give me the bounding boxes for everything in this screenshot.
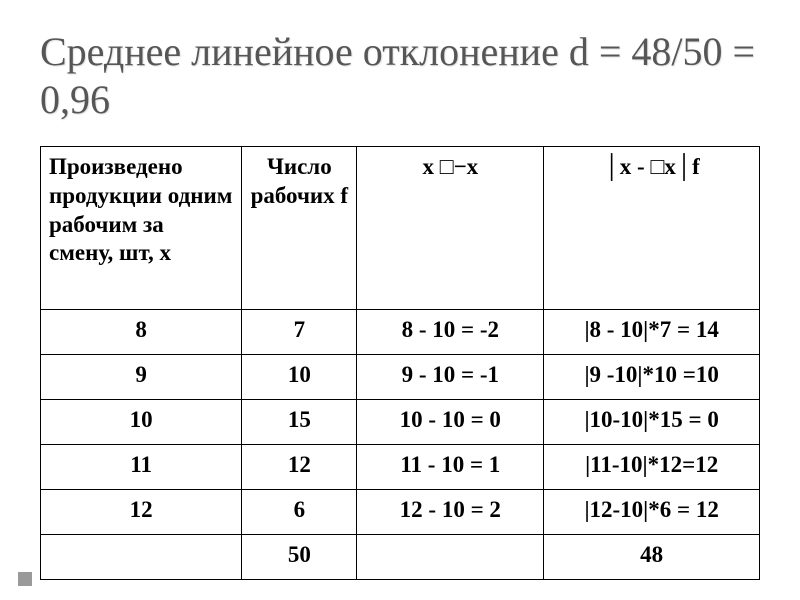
cell: 11 - 10 = 1 <box>357 445 544 490</box>
header-cell-3: │x - □x│f <box>544 147 760 310</box>
slide-title: Среднее линейное отклонение d = 48/50 = … <box>40 28 760 124</box>
table-row: 12 6 12 - 10 = 2 |12-10|*6 = 12 <box>41 490 760 535</box>
cell: 48 <box>544 535 760 580</box>
cell: 10 <box>41 400 242 445</box>
table-row: 10 15 10 - 10 = 0 |10-10|*15 = 0 <box>41 400 760 445</box>
data-table: Произведено продукции одним рабочим за с… <box>40 146 760 580</box>
cell: 8 <box>41 310 242 355</box>
cell: |8 - 10|*7 = 14 <box>544 310 760 355</box>
header-cell-0: Произведено продукции одним рабочим за с… <box>41 147 242 310</box>
cell: 10 <box>242 355 357 400</box>
table-row: 9 10 9 - 10 = -1 |9 -10|*10 =10 <box>41 355 760 400</box>
cell: 9 <box>41 355 242 400</box>
cell <box>41 535 242 580</box>
header-cell-1: Число рабочих f <box>242 147 357 310</box>
cell: 12 <box>41 490 242 535</box>
slide: Среднее линейное отклонение d = 48/50 = … <box>0 0 800 600</box>
cell: |11-10|*12=12 <box>544 445 760 490</box>
cell: |10-10|*15 = 0 <box>544 400 760 445</box>
cell: |12-10|*6 = 12 <box>544 490 760 535</box>
table-row: 50 48 <box>41 535 760 580</box>
cell: 50 <box>242 535 357 580</box>
cell: 6 <box>242 490 357 535</box>
cell <box>357 535 544 580</box>
cell: 8 - 10 = -2 <box>357 310 544 355</box>
cell: 15 <box>242 400 357 445</box>
header-cell-2: x □−x <box>357 147 544 310</box>
cell: 7 <box>242 310 357 355</box>
cell: |9 -10|*10 =10 <box>544 355 760 400</box>
footer-mark-icon <box>18 572 32 586</box>
cell: 9 - 10 = -1 <box>357 355 544 400</box>
table-header-row: Произведено продукции одним рабочим за с… <box>41 147 760 310</box>
table-row: 11 12 11 - 10 = 1 |11-10|*12=12 <box>41 445 760 490</box>
cell: 10 - 10 = 0 <box>357 400 544 445</box>
cell: 11 <box>41 445 242 490</box>
table-row: 8 7 8 - 10 = -2 |8 - 10|*7 = 14 <box>41 310 760 355</box>
cell: 12 <box>242 445 357 490</box>
cell: 12 - 10 = 2 <box>357 490 544 535</box>
